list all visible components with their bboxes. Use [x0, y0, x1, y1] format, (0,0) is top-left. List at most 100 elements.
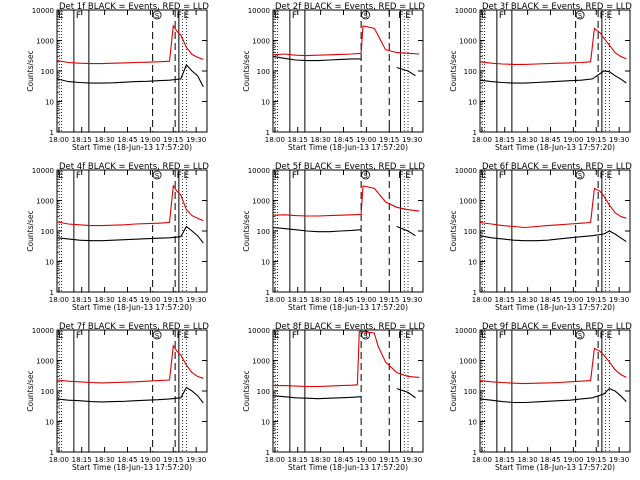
series-lld	[272, 185, 420, 217]
series-lld	[479, 187, 627, 229]
marker-f: F	[499, 331, 504, 341]
x-tick-label: 19:15	[586, 456, 606, 464]
x-tick-label: 18:45	[333, 456, 353, 464]
marker-f: F	[76, 331, 81, 341]
marker-e-right: E	[184, 171, 190, 181]
series-events	[56, 63, 204, 88]
y-axis-label: Counts/sec	[242, 370, 251, 411]
chart-title: Det 4f BLACK = Events, RED = LLD	[59, 162, 209, 172]
y-tick-label: 100	[257, 228, 270, 236]
x-tick-label: 18:30	[95, 136, 115, 144]
y-tick-label: 10000	[248, 167, 270, 175]
x-tick-label: 18:15	[288, 456, 308, 464]
x-tick-label: 18:30	[95, 456, 115, 464]
chart-panel-1: Det 1f BLACK = Events, RED = LLD 1 10 100 10…	[26, 2, 209, 152]
marker-s-ring	[152, 170, 162, 180]
y-tick-label: 10000	[455, 7, 477, 15]
y-tick-label: 1000	[252, 358, 270, 366]
marker-f-right: F	[600, 171, 605, 181]
x-tick-label: 18:15	[495, 296, 515, 304]
x-tick-label: 18:45	[540, 136, 560, 144]
x-tick-label: 19:00	[140, 296, 160, 304]
x-tick-label: 19:15	[163, 136, 183, 144]
marker-s-ring	[152, 330, 162, 340]
x-axis-label: Start Time (18-Jun-13 17:57:20)	[72, 303, 192, 312]
x-tick-label: 18:45	[117, 456, 137, 464]
y-tick-label: 1000	[459, 198, 477, 206]
y-tick-label: 10000	[32, 167, 54, 175]
x-tick-label: 19:30	[609, 456, 629, 464]
series-events	[396, 225, 416, 237]
chart-panel-8: Det 8f BLACK = Events, RED = LLD 1 10 100 10…	[242, 322, 425, 472]
x-tick-label: 18:00	[472, 136, 492, 144]
marker-e-right: E	[184, 331, 190, 341]
marker-e-left: E	[274, 331, 280, 341]
marker-e-right: E	[607, 171, 613, 181]
y-axis-label: Counts/sec	[449, 210, 458, 251]
x-tick-label: 18:30	[95, 296, 115, 304]
y-tick-label: 100	[464, 228, 477, 236]
x-tick-label: 18:45	[117, 296, 137, 304]
marker-s: S	[578, 172, 583, 180]
marker-e-right: E	[607, 331, 613, 341]
marker-s: S	[155, 12, 160, 20]
y-tick-label: 10	[261, 259, 270, 267]
x-tick-label: 19:15	[379, 136, 399, 144]
marker-s-ring	[575, 330, 585, 340]
x-tick-label: 19:00	[140, 456, 160, 464]
x-tick-label: 18:45	[333, 296, 353, 304]
y-tick-label: 1	[266, 129, 270, 137]
chart-panel-3: Det 3f BLACK = Events, RED = LLD 1 10 100 10…	[449, 2, 632, 152]
y-tick-label: 1000	[459, 38, 477, 46]
x-tick-label: 19:30	[609, 136, 629, 144]
y-tick-label: 10000	[455, 327, 477, 335]
series-events	[56, 386, 204, 404]
x-tick-label: 19:15	[163, 456, 183, 464]
x-tick-label: 19:30	[186, 296, 206, 304]
y-tick-label: 1	[266, 449, 270, 457]
x-tick-label: 19:15	[163, 296, 183, 304]
y-axis-label: Counts/sec	[242, 50, 251, 91]
y-tick-label: 100	[464, 68, 477, 76]
chart-panel-7: Det 7f BLACK = Events, RED = LLD 1 10 100 10…	[26, 322, 209, 472]
x-tick-label: 19:15	[379, 296, 399, 304]
marker-f: F	[499, 171, 504, 181]
marker-f-right: F	[398, 331, 403, 341]
x-tick-label: 18:00	[265, 296, 285, 304]
x-tick-label: 19:30	[402, 456, 422, 464]
y-tick-label: 10	[468, 259, 477, 267]
y-tick-label: 100	[257, 388, 270, 396]
y-tick-label: 100	[257, 68, 270, 76]
x-tick-label: 18:15	[495, 456, 515, 464]
marker-f-right: F	[600, 331, 605, 341]
marker-s: S	[578, 332, 583, 340]
x-tick-label: 18:00	[472, 296, 492, 304]
marker-f-right: F	[398, 171, 403, 181]
marker-e-right: E	[607, 11, 613, 21]
y-tick-label: 1000	[36, 358, 54, 366]
y-tick-label: 1000	[36, 198, 54, 206]
x-tick-label: 19:30	[402, 136, 422, 144]
x-tick-label: 18:45	[117, 136, 137, 144]
series-events	[272, 395, 362, 400]
y-tick-label: 10	[45, 259, 54, 267]
y-tick-label: 10	[468, 99, 477, 107]
y-axis-label: Counts/sec	[26, 370, 35, 411]
marker-s: S	[578, 12, 583, 20]
x-tick-label: 19:30	[402, 296, 422, 304]
x-tick-label: 18:45	[540, 296, 560, 304]
x-axis-label: Start Time (18-Jun-13 17:57:20)	[495, 303, 615, 312]
marker-f-right: F	[177, 11, 182, 21]
x-tick-label: 19:00	[563, 296, 583, 304]
y-tick-label: 10000	[248, 327, 270, 335]
x-tick-label: 18:00	[265, 456, 285, 464]
x-axis-label: Start Time (18-Jun-13 17:57:20)	[288, 463, 408, 472]
y-tick-label: 1	[266, 289, 270, 297]
y-tick-label: 10	[45, 419, 54, 427]
x-tick-label: 18:30	[518, 456, 538, 464]
marker-e-right: E	[405, 331, 411, 341]
chart-title: Det 5f BLACK = Events, RED = LLD	[275, 162, 425, 172]
x-tick-label: 18:30	[311, 136, 331, 144]
marker-e-left: E	[481, 171, 487, 181]
